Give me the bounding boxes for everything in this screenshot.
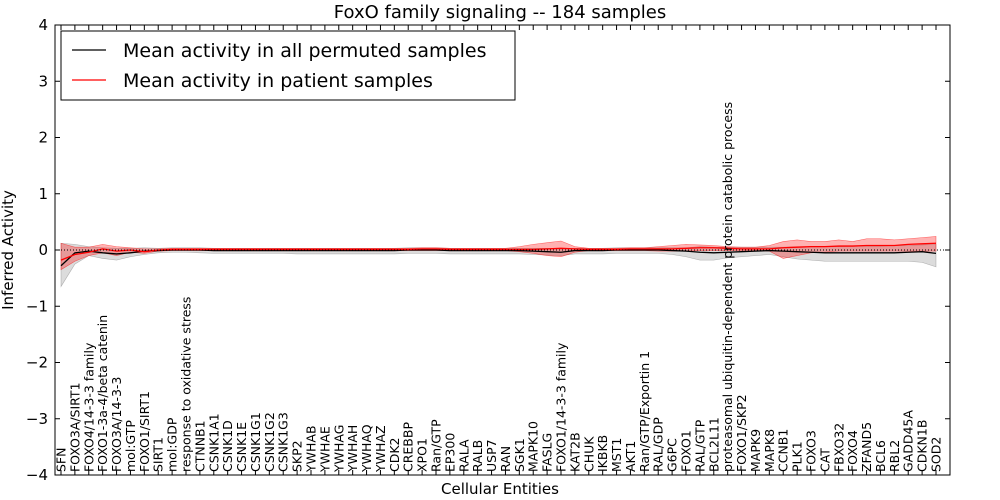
category-label: YWHAH (345, 425, 360, 473)
category-label: SKP2 (290, 440, 305, 472)
series-lines (60, 242, 937, 267)
legend-label-permuted: Mean activity in all permuted samples (123, 40, 486, 62)
chart-title: FoxO family signaling -- 184 samples (334, 2, 666, 23)
category-label: YWHAG (331, 425, 346, 473)
category-label: FOXO1/SKP2 (734, 394, 749, 472)
y-axis-ticks: 4 3 2 1 0 −1 −2 −3 −4 (26, 16, 950, 484)
legend-label-patient: Mean activity in patient samples (123, 70, 433, 92)
category-label: CSNK1A1 (206, 413, 221, 472)
legend-box (60, 30, 516, 101)
category-label: PLK1 (790, 441, 805, 472)
category-label: YWHAZ (373, 425, 388, 473)
category-label: RAL/GTP (692, 419, 707, 472)
y-tick-label: 1 (38, 185, 48, 203)
y-tick-label: 3 (38, 72, 48, 90)
category-label: FASLG (540, 433, 555, 472)
category-label: RAN (498, 446, 513, 472)
category-label: CSNK1E (234, 422, 249, 472)
category-label: CSNK1G1 (248, 412, 263, 472)
category-label: MAPK9 (748, 429, 763, 472)
category-label: ZFAND5 (859, 422, 874, 472)
y-tick-label: −2 (26, 354, 48, 372)
category-label: YWHAB (304, 425, 319, 473)
category-label: IKBKB (595, 435, 610, 472)
category-label: MAPK8 (762, 429, 777, 472)
category-label: FOXO4 (845, 430, 860, 472)
y-tick-label: 2 (38, 129, 48, 147)
category-label: response to oxidative stress (179, 297, 194, 472)
y-tick-label: −3 (26, 410, 48, 428)
legend: Mean activity in all permuted samples Me… (60, 30, 516, 101)
category-label: CSNK1G2 (262, 412, 277, 472)
category-label: EP300 (442, 433, 457, 472)
category-label: CCNB1 (776, 429, 791, 472)
category-label: YWHAQ (359, 424, 374, 473)
category-label: USP7 (484, 439, 499, 472)
series-line-patient (60, 242, 937, 261)
category-label: CSNK1G3 (276, 412, 291, 472)
series-line-permuted (60, 249, 937, 267)
category-label: RBL2 (887, 440, 902, 472)
category-label: mol:GDP (165, 417, 180, 472)
category-label: SIRT1 (151, 437, 166, 472)
category-label: proteasomal ubiquitin-dependent protein … (720, 102, 735, 472)
category-label: BCL2L11 (706, 417, 721, 472)
category-label: CHUK (581, 436, 596, 472)
category-label: Ran/GTP/Exportin 1 (637, 351, 652, 472)
category-label: MAPK10 (526, 421, 541, 472)
y-tick-label: 0 (38, 241, 48, 259)
category-label: FOXO3A/14-3-3 (109, 377, 124, 472)
y-tick-label: −1 (26, 297, 48, 315)
category-label: G6PC (665, 438, 680, 472)
category-label: MST1 (609, 438, 624, 472)
x-axis-label: Cellular Entities (441, 480, 559, 498)
confidence-bands (60, 236, 937, 288)
category-label: Ran/GTP (429, 419, 444, 472)
category-label: BCL6 (873, 440, 888, 472)
category-label: CDK2 (387, 437, 402, 472)
category-label: FOXO1-3a-4/beta catenin (95, 315, 110, 472)
category-label: FOXO3A/SIRT1 (67, 382, 82, 472)
category-label: FOXO1 (679, 430, 694, 472)
category-label: RALB (470, 440, 485, 472)
category-label: RALA (456, 439, 471, 472)
category-label: GADD45A (901, 410, 916, 472)
x-axis-ticks (60, 25, 937, 475)
category-label: CREBBP (401, 422, 416, 472)
category-label: CDKN1B (915, 420, 930, 472)
category-label: FOXO4/14-3-3 family (81, 342, 96, 472)
category-label: CAT (817, 448, 832, 472)
category-label: FOXO3 (804, 430, 819, 472)
category-label: SOD2 (929, 437, 944, 472)
category-label: AKT1 (623, 441, 638, 472)
category-label: SFN (54, 448, 69, 472)
category-label: FOXO1/14-3-3 family (554, 342, 569, 472)
category-label: CSNK1D (220, 420, 235, 472)
category-label: FBXO32 (831, 423, 846, 472)
category-label: KAT2B (567, 432, 582, 472)
category-label: CTNNB1 (192, 420, 207, 472)
category-label: SGK1 (512, 438, 527, 472)
category-label: FOXO1/SIRT1 (137, 391, 152, 472)
y-tick-label: 4 (38, 16, 48, 34)
category-label: YWHAE (317, 426, 332, 473)
category-label: XPO1 (415, 438, 430, 472)
category-label: RAL/GDP (651, 417, 666, 472)
y-axis-label: Inferred Activity (0, 190, 17, 310)
y-tick-label: −4 (26, 466, 48, 484)
category-label: mol:GTP (123, 420, 138, 472)
